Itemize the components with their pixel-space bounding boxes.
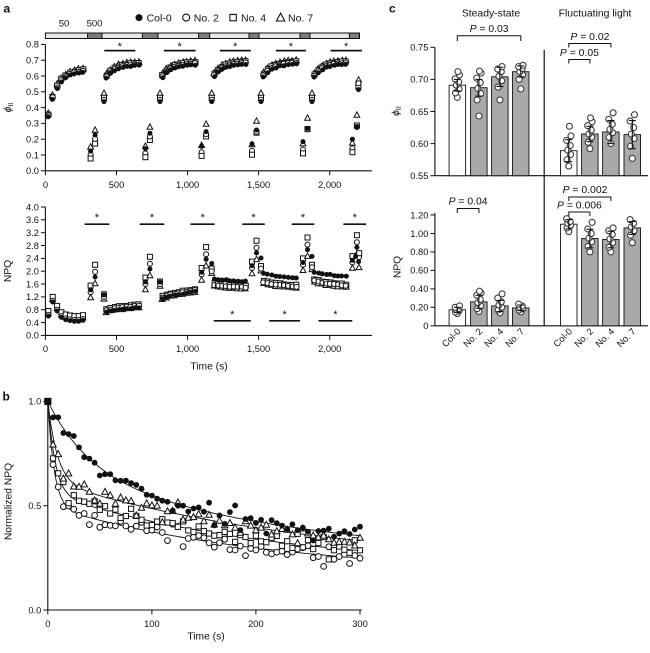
svg-text:No. 2: No. 2 bbox=[194, 13, 219, 25]
svg-text:2.4: 2.4 bbox=[26, 254, 39, 264]
svg-text:*: * bbox=[301, 212, 306, 224]
svg-text:0.4: 0.4 bbox=[26, 318, 39, 328]
svg-text:1.2: 1.2 bbox=[26, 292, 39, 302]
svg-text:0.4: 0.4 bbox=[26, 103, 39, 113]
svg-text:100: 100 bbox=[144, 619, 160, 629]
svg-text:P = 0.02: P = 0.02 bbox=[570, 32, 609, 43]
svg-text:ϕII: ϕII bbox=[3, 103, 15, 113]
svg-text:3.2: 3.2 bbox=[26, 228, 39, 238]
svg-text:NPQ: NPQ bbox=[393, 256, 404, 278]
svg-text:*: * bbox=[178, 41, 183, 53]
svg-text:0.0: 0.0 bbox=[26, 331, 39, 341]
svg-text:NPQ: NPQ bbox=[3, 260, 14, 282]
svg-text:500: 500 bbox=[109, 180, 125, 190]
svg-text:0.80: 0.80 bbox=[410, 247, 428, 257]
svg-text:1.20: 1.20 bbox=[410, 210, 428, 220]
svg-text:1,000: 1,000 bbox=[176, 344, 199, 354]
svg-text:*: * bbox=[289, 41, 294, 53]
svg-text:Fluctuating light: Fluctuating light bbox=[559, 9, 632, 20]
svg-text:*: * bbox=[118, 41, 123, 53]
svg-text:0.0: 0.0 bbox=[28, 605, 41, 615]
svg-text:0.6: 0.6 bbox=[26, 71, 39, 81]
svg-text:3.6: 3.6 bbox=[26, 215, 39, 225]
svg-text:1.6: 1.6 bbox=[26, 279, 39, 289]
svg-text:Normalized NPQ: Normalized NPQ bbox=[4, 463, 15, 540]
svg-text:*: * bbox=[333, 309, 338, 321]
svg-text:300: 300 bbox=[352, 619, 368, 629]
svg-text:*: * bbox=[233, 41, 238, 53]
svg-text:0.40: 0.40 bbox=[410, 284, 428, 294]
svg-text:*: * bbox=[282, 309, 287, 321]
svg-text:4.0: 4.0 bbox=[26, 202, 39, 212]
svg-text:0.5: 0.5 bbox=[26, 87, 39, 97]
svg-text:0.7: 0.7 bbox=[26, 56, 39, 66]
svg-text:ϕII: ϕII bbox=[391, 106, 403, 116]
svg-text:*: * bbox=[150, 212, 155, 224]
svg-text:0: 0 bbox=[43, 344, 48, 354]
svg-text:200: 200 bbox=[248, 619, 264, 629]
svg-text:0.5: 0.5 bbox=[28, 501, 41, 511]
svg-text:500: 500 bbox=[109, 344, 125, 354]
svg-text:0.60: 0.60 bbox=[410, 266, 428, 276]
svg-text:P = 0.006: P = 0.006 bbox=[557, 201, 602, 212]
svg-text:2.8: 2.8 bbox=[26, 241, 39, 251]
svg-text:Time (s): Time (s) bbox=[187, 632, 224, 643]
svg-text:No. 4: No. 4 bbox=[241, 13, 266, 25]
svg-text:Steady-state: Steady-state bbox=[462, 9, 521, 20]
svg-text:P = 0.04: P = 0.04 bbox=[449, 197, 488, 208]
svg-text:2,000: 2,000 bbox=[318, 180, 341, 190]
svg-text:*: * bbox=[344, 41, 349, 53]
svg-text:0: 0 bbox=[43, 180, 48, 190]
svg-text:0.20: 0.20 bbox=[410, 303, 428, 313]
svg-text:c: c bbox=[389, 2, 396, 16]
svg-text:1.00: 1.00 bbox=[410, 229, 428, 239]
svg-text:*: * bbox=[251, 212, 256, 224]
svg-text:0.2: 0.2 bbox=[26, 135, 39, 145]
svg-text:0.60: 0.60 bbox=[410, 139, 428, 149]
svg-text:0.70: 0.70 bbox=[410, 75, 428, 85]
svg-text:*: * bbox=[230, 309, 235, 321]
svg-text:*: * bbox=[200, 212, 205, 224]
svg-text:b: b bbox=[3, 390, 10, 404]
svg-text:0.65: 0.65 bbox=[410, 107, 428, 117]
svg-text:2.0: 2.0 bbox=[26, 267, 39, 277]
svg-text:0.8: 0.8 bbox=[26, 40, 39, 50]
svg-text:Col-0: Col-0 bbox=[147, 13, 172, 25]
svg-text:1,000: 1,000 bbox=[176, 180, 199, 190]
svg-text:P = 0.03: P = 0.03 bbox=[470, 24, 509, 35]
svg-text:P = 0.002: P = 0.002 bbox=[563, 185, 608, 196]
svg-text:Time (s): Time (s) bbox=[190, 362, 227, 373]
svg-text:1,500: 1,500 bbox=[247, 180, 270, 190]
svg-text:0.0: 0.0 bbox=[26, 166, 39, 176]
svg-text:0.75: 0.75 bbox=[410, 43, 428, 53]
svg-text:0.1: 0.1 bbox=[26, 150, 39, 160]
svg-text:No. 7: No. 7 bbox=[288, 13, 313, 25]
svg-text:1,500: 1,500 bbox=[247, 344, 270, 354]
svg-text:0: 0 bbox=[423, 321, 428, 331]
svg-text:*: * bbox=[95, 212, 100, 224]
svg-text:0.55: 0.55 bbox=[410, 171, 428, 181]
svg-text:0: 0 bbox=[45, 619, 50, 629]
svg-text:0.8: 0.8 bbox=[26, 305, 39, 315]
svg-text:*: * bbox=[353, 212, 358, 224]
svg-text:2,000: 2,000 bbox=[318, 344, 341, 354]
svg-text:50: 50 bbox=[59, 19, 70, 30]
svg-text:500: 500 bbox=[87, 19, 103, 30]
svg-text:P = 0.05: P = 0.05 bbox=[560, 48, 599, 59]
svg-text:a: a bbox=[4, 2, 11, 16]
svg-text:1.0: 1.0 bbox=[28, 397, 41, 407]
svg-text:0.3: 0.3 bbox=[26, 119, 39, 129]
